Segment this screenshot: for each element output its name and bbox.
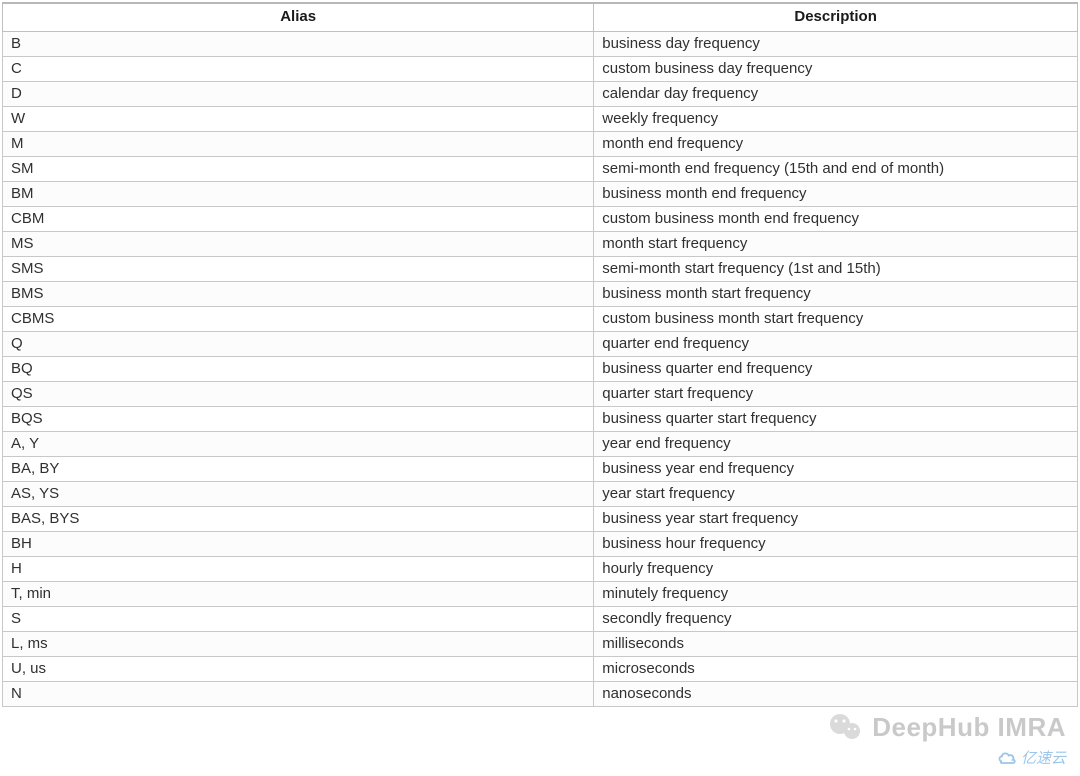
table-row: T, minminutely frequency [3, 582, 1078, 607]
cell-description: quarter start frequency [594, 382, 1078, 407]
table-row: AS, YSyear start frequency [3, 482, 1078, 507]
cell-description: year end frequency [594, 432, 1078, 457]
table-row: Ccustom business day frequency [3, 57, 1078, 82]
cell-alias: AS, YS [3, 482, 594, 507]
cell-description: hourly frequency [594, 557, 1078, 582]
cell-alias: M [3, 132, 594, 157]
cell-description: month end frequency [594, 132, 1078, 157]
cell-description: semi-month start frequency (1st and 15th… [594, 257, 1078, 282]
cell-description: custom business month end frequency [594, 207, 1078, 232]
cell-alias: C [3, 57, 594, 82]
cell-alias: N [3, 682, 594, 707]
table-row: Qquarter end frequency [3, 332, 1078, 357]
yisu-watermark-text: 亿速云 [1021, 747, 1066, 768]
cell-alias: T, min [3, 582, 594, 607]
cell-alias: S [3, 607, 594, 632]
cell-description: business year end frequency [594, 457, 1078, 482]
table-row: Mmonth end frequency [3, 132, 1078, 157]
table-row: U, usmicroseconds [3, 657, 1078, 682]
cell-description: month start frequency [594, 232, 1078, 257]
table-body: Bbusiness day frequencyCcustom business … [3, 32, 1078, 707]
cell-alias: U, us [3, 657, 594, 682]
cell-description: microseconds [594, 657, 1078, 682]
table-row: BMSbusiness month start frequency [3, 282, 1078, 307]
cell-alias: MS [3, 232, 594, 257]
cell-description: minutely frequency [594, 582, 1078, 607]
table-row: BQSbusiness quarter start frequency [3, 407, 1078, 432]
watermark-container: DeepHub IMRA 亿速云 [828, 709, 1066, 768]
table-row: BMbusiness month end frequency [3, 182, 1078, 207]
cloud-icon [997, 750, 1017, 766]
table-row: A, Yyear end frequency [3, 432, 1078, 457]
deephub-watermark: DeepHub IMRA [828, 709, 1066, 745]
cell-description: business year start frequency [594, 507, 1078, 532]
column-header-description: Description [594, 3, 1078, 32]
table-header: Alias Description [3, 3, 1078, 32]
cell-alias: CBM [3, 207, 594, 232]
cell-description: business quarter start frequency [594, 407, 1078, 432]
frequency-alias-table-container: Alias Description Bbusiness day frequenc… [0, 0, 1080, 709]
cell-description: calendar day frequency [594, 82, 1078, 107]
cell-description: business month end frequency [594, 182, 1078, 207]
wechat-icon [828, 709, 864, 745]
cell-alias: BH [3, 532, 594, 557]
cell-alias: W [3, 107, 594, 132]
table-row: MSmonth start frequency [3, 232, 1078, 257]
table-row: BAS, BYSbusiness year start frequency [3, 507, 1078, 532]
cell-alias: D [3, 82, 594, 107]
table-row: CBMScustom business month start frequenc… [3, 307, 1078, 332]
deephub-watermark-text: DeepHub IMRA [872, 712, 1066, 743]
cell-alias: L, ms [3, 632, 594, 657]
cell-description: business quarter end frequency [594, 357, 1078, 382]
cell-alias: A, Y [3, 432, 594, 457]
cell-alias: CBMS [3, 307, 594, 332]
column-header-alias: Alias [3, 3, 594, 32]
table-row: Wweekly frequency [3, 107, 1078, 132]
cell-alias: Q [3, 332, 594, 357]
cell-description: milliseconds [594, 632, 1078, 657]
cell-description: business day frequency [594, 32, 1078, 57]
cell-alias: SMS [3, 257, 594, 282]
cell-alias: BQ [3, 357, 594, 382]
table-row: Bbusiness day frequency [3, 32, 1078, 57]
table-row: SMsemi-month end frequency (15th and end… [3, 157, 1078, 182]
table-row: Dcalendar day frequency [3, 82, 1078, 107]
cell-alias: BMS [3, 282, 594, 307]
frequency-alias-table: Alias Description Bbusiness day frequenc… [2, 2, 1078, 707]
cell-description: nanoseconds [594, 682, 1078, 707]
cell-description: quarter end frequency [594, 332, 1078, 357]
table-row: CBMcustom business month end frequency [3, 207, 1078, 232]
table-row: Hhourly frequency [3, 557, 1078, 582]
yisu-watermark: 亿速云 [997, 747, 1066, 768]
table-row: BQbusiness quarter end frequency [3, 357, 1078, 382]
cell-description: semi-month end frequency (15th and end o… [594, 157, 1078, 182]
table-row: Ssecondly frequency [3, 607, 1078, 632]
table-row: SMSsemi-month start frequency (1st and 1… [3, 257, 1078, 282]
cell-description: custom business day frequency [594, 57, 1078, 82]
cell-alias: BQS [3, 407, 594, 432]
cell-alias: B [3, 32, 594, 57]
cell-description: business month start frequency [594, 282, 1078, 307]
cell-alias: QS [3, 382, 594, 407]
table-header-row: Alias Description [3, 3, 1078, 32]
cell-description: weekly frequency [594, 107, 1078, 132]
table-row: BA, BYbusiness year end frequency [3, 457, 1078, 482]
cell-alias: BM [3, 182, 594, 207]
cell-description: custom business month start frequency [594, 307, 1078, 332]
cell-description: secondly frequency [594, 607, 1078, 632]
table-row: L, msmilliseconds [3, 632, 1078, 657]
cell-alias: SM [3, 157, 594, 182]
table-row: Nnanoseconds [3, 682, 1078, 707]
cell-alias: H [3, 557, 594, 582]
table-row: QSquarter start frequency [3, 382, 1078, 407]
cell-alias: BA, BY [3, 457, 594, 482]
cell-description: year start frequency [594, 482, 1078, 507]
table-row: BHbusiness hour frequency [3, 532, 1078, 557]
cell-alias: BAS, BYS [3, 507, 594, 532]
cell-description: business hour frequency [594, 532, 1078, 557]
